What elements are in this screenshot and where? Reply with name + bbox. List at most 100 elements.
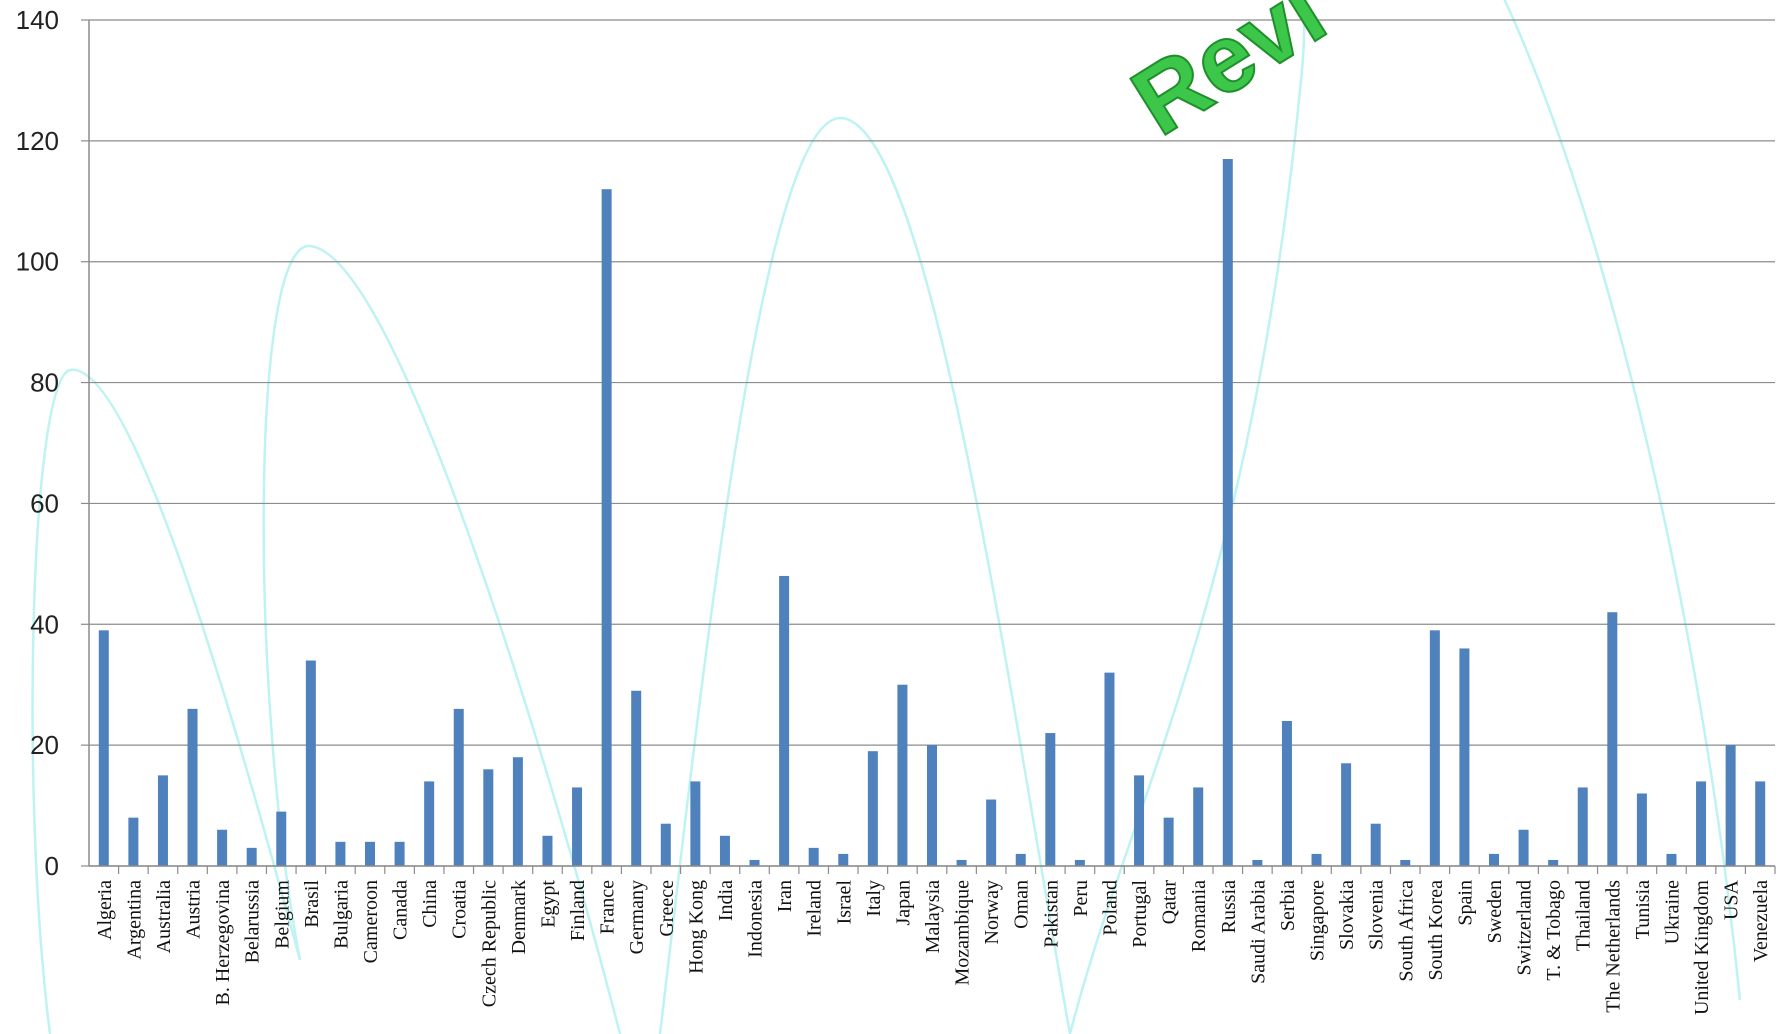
bar bbox=[1459, 648, 1470, 866]
bar bbox=[276, 811, 287, 866]
bar bbox=[1163, 817, 1174, 866]
x-category-label: Mozambique bbox=[952, 880, 974, 986]
bar bbox=[1429, 630, 1440, 866]
decorative-curve bbox=[1503, 0, 1742, 1001]
x-category-label: Italy bbox=[863, 880, 885, 917]
bar bbox=[572, 787, 583, 866]
bar bbox=[542, 835, 553, 866]
bar bbox=[512, 757, 523, 866]
y-tick-label: 60 bbox=[30, 488, 59, 518]
x-category-label: Brasil bbox=[301, 880, 323, 928]
x-category-label: Canada bbox=[390, 880, 412, 940]
y-tick-label: 0 bbox=[45, 851, 59, 881]
bar bbox=[1755, 781, 1766, 866]
bar bbox=[1607, 612, 1618, 866]
bar bbox=[986, 799, 997, 866]
x-category-label: Czech Republic bbox=[478, 880, 500, 1007]
bar bbox=[601, 189, 612, 866]
bar bbox=[305, 660, 316, 866]
x-category-label: Oman bbox=[1011, 880, 1033, 929]
x-category-label: Algeria bbox=[94, 880, 116, 940]
x-category-label: Greece bbox=[656, 880, 678, 937]
bar bbox=[1636, 793, 1647, 866]
x-category-label: Ukraine bbox=[1661, 880, 1683, 945]
x-category-label: Tunisia bbox=[1632, 880, 1654, 939]
bar bbox=[1045, 733, 1056, 866]
bar bbox=[956, 859, 967, 866]
x-category-label: Spain bbox=[1454, 880, 1476, 926]
bar bbox=[631, 690, 642, 866]
x-category-label: Denmark bbox=[508, 880, 530, 954]
bar bbox=[98, 630, 109, 866]
bar bbox=[660, 823, 671, 866]
x-axis-category-labels: Algeria Argentina Australia Austria B. Herze… bbox=[94, 879, 1772, 1015]
x-category-label: Argentina bbox=[123, 880, 145, 960]
x-category-label: Poland bbox=[1099, 880, 1121, 936]
bar bbox=[1193, 787, 1204, 866]
x-category-label: Sweden bbox=[1484, 880, 1506, 943]
bar bbox=[779, 575, 790, 866]
x-category-label: B. Herzegovina bbox=[212, 880, 234, 1006]
bar bbox=[246, 847, 257, 866]
bar bbox=[690, 781, 701, 866]
watermark-text: Revi bbox=[1114, 0, 1343, 156]
decorative-curve bbox=[31, 368, 302, 1034]
x-category-label: South Africa bbox=[1395, 880, 1417, 982]
decorative-curves bbox=[31, 0, 1742, 1034]
x-category-label: Indonesia bbox=[745, 880, 767, 958]
x-category-label: Slovenia bbox=[1366, 880, 1388, 950]
x-category-label: Slovakia bbox=[1336, 880, 1358, 950]
bar bbox=[867, 751, 878, 866]
watermark: Revi bbox=[1113, 0, 1344, 157]
x-category-label: Egypt bbox=[537, 880, 559, 928]
bar bbox=[1548, 859, 1559, 866]
x-category-label: Saudi Arabia bbox=[1247, 880, 1269, 984]
x-category-label: Belarussia bbox=[242, 880, 264, 963]
x-category-label: United Kingdom bbox=[1691, 880, 1713, 1015]
bar bbox=[1518, 829, 1529, 866]
x-category-label: Norway bbox=[981, 880, 1003, 944]
x-category-label: Venezuela bbox=[1750, 880, 1772, 962]
bar-series bbox=[98, 158, 1766, 866]
x-category-label: France bbox=[597, 880, 619, 935]
bar bbox=[1666, 853, 1677, 866]
x-category-label: T. & Tobago bbox=[1543, 880, 1565, 981]
bar bbox=[897, 684, 908, 866]
x-category-label: Japan bbox=[892, 880, 914, 926]
bar bbox=[1252, 859, 1263, 866]
bar bbox=[394, 841, 405, 866]
x-category-label: Ireland bbox=[804, 880, 826, 937]
x-category-label: The Netherlands bbox=[1602, 880, 1624, 1013]
decorative-curve bbox=[1068, 0, 1306, 1034]
y-tick-label: 120 bbox=[16, 126, 59, 156]
bar bbox=[1134, 775, 1145, 866]
bar bbox=[128, 817, 139, 866]
bar bbox=[483, 769, 494, 866]
y-axis-tick-labels: 0 20 40 60 80 100 120 140 bbox=[16, 5, 59, 881]
bar bbox=[1577, 787, 1588, 866]
x-category-label: Russia bbox=[1218, 880, 1240, 933]
y-tick-label: 20 bbox=[30, 730, 59, 760]
bar bbox=[838, 853, 849, 866]
x-category-label: Serbia bbox=[1277, 880, 1299, 931]
bar bbox=[1015, 853, 1026, 866]
y-tick-label: 100 bbox=[16, 247, 59, 277]
x-category-label: Israel bbox=[833, 880, 855, 925]
bar bbox=[335, 841, 346, 866]
bar bbox=[424, 781, 435, 866]
x-category-label: Germany bbox=[626, 880, 648, 954]
bar bbox=[1281, 720, 1292, 866]
bar bbox=[187, 708, 198, 866]
bar bbox=[808, 847, 819, 866]
x-category-label: Qatar bbox=[1159, 880, 1181, 925]
x-category-label: Romania bbox=[1188, 880, 1210, 952]
x-category-label: Belgium bbox=[271, 880, 293, 949]
bar bbox=[1725, 745, 1736, 866]
x-category-label: Peru bbox=[1070, 880, 1092, 917]
bar bbox=[1341, 763, 1352, 866]
bar bbox=[157, 775, 168, 866]
bar bbox=[1074, 859, 1085, 866]
bar bbox=[1400, 859, 1411, 866]
bar bbox=[1311, 853, 1322, 866]
x-category-label: USA bbox=[1721, 879, 1743, 920]
